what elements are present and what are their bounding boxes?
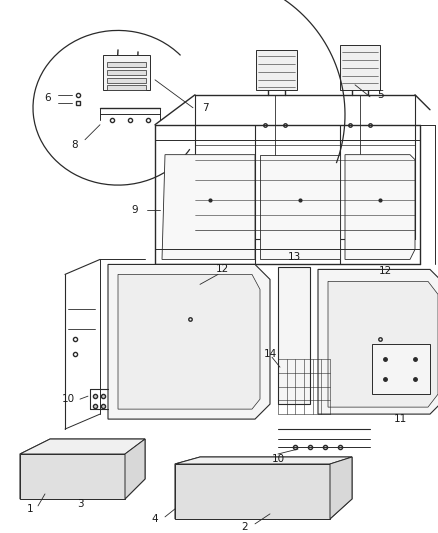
- Polygon shape: [318, 269, 438, 414]
- Polygon shape: [175, 464, 330, 519]
- Polygon shape: [340, 45, 380, 90]
- Text: 8: 8: [72, 140, 78, 150]
- Text: 10: 10: [61, 394, 74, 404]
- Polygon shape: [328, 281, 438, 407]
- Polygon shape: [107, 62, 146, 67]
- Polygon shape: [125, 439, 145, 499]
- Polygon shape: [107, 85, 146, 90]
- Polygon shape: [103, 55, 150, 90]
- Polygon shape: [107, 78, 146, 83]
- Text: 12: 12: [378, 266, 392, 277]
- Polygon shape: [175, 457, 352, 464]
- Polygon shape: [108, 264, 270, 419]
- Polygon shape: [345, 155, 415, 260]
- Polygon shape: [256, 50, 297, 90]
- Text: 12: 12: [215, 264, 229, 274]
- Text: 3: 3: [77, 499, 83, 509]
- Polygon shape: [330, 457, 352, 519]
- Polygon shape: [107, 70, 146, 75]
- Text: 14: 14: [263, 349, 277, 359]
- Polygon shape: [118, 274, 260, 409]
- Text: 6: 6: [45, 93, 51, 103]
- Text: 5: 5: [377, 90, 383, 100]
- Text: 13: 13: [287, 253, 300, 262]
- Text: 11: 11: [393, 414, 406, 424]
- Text: 4: 4: [152, 514, 158, 524]
- Polygon shape: [20, 454, 125, 499]
- Polygon shape: [20, 439, 145, 499]
- Polygon shape: [260, 155, 340, 260]
- Text: 2: 2: [242, 522, 248, 532]
- Text: 9: 9: [132, 205, 138, 215]
- Text: 7: 7: [201, 103, 208, 113]
- Polygon shape: [175, 457, 352, 519]
- Polygon shape: [162, 155, 255, 260]
- Text: 10: 10: [272, 454, 285, 464]
- Text: 1: 1: [27, 504, 33, 514]
- Polygon shape: [278, 268, 310, 404]
- Polygon shape: [372, 344, 430, 394]
- Polygon shape: [20, 439, 145, 454]
